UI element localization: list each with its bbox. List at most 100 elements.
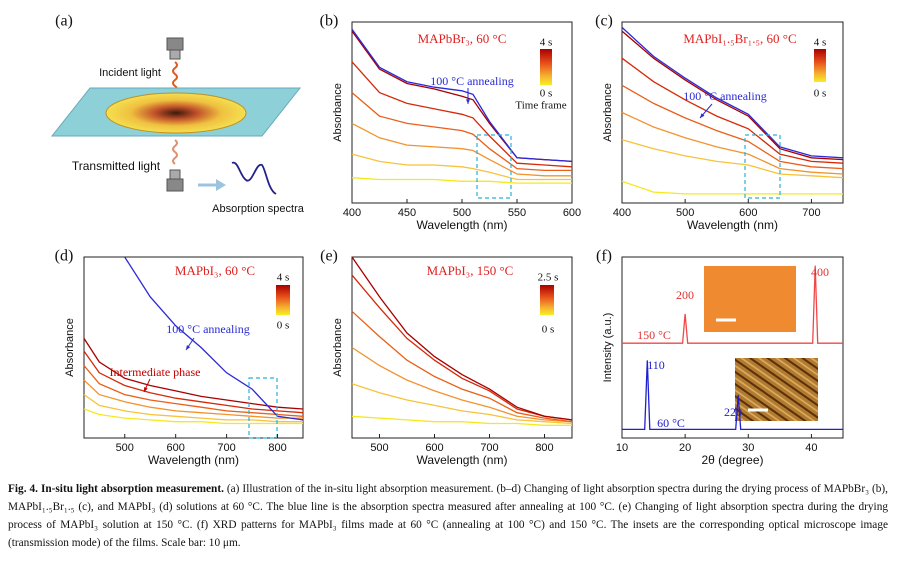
x-tick-label: 500 — [116, 442, 134, 454]
annotation: 110 — [647, 358, 665, 372]
diagram-label: Transmitted light — [72, 159, 161, 173]
series-line — [83, 350, 304, 414]
film — [105, 92, 247, 134]
panel-label: (b) — [320, 13, 339, 30]
annotation: 400 — [811, 265, 829, 279]
x-tick-label: 500 — [370, 442, 388, 454]
x-tick-label: 10 — [616, 442, 628, 454]
highlight-box — [476, 134, 512, 199]
series-line — [351, 383, 573, 425]
chart-title: MAPbBr₃, 60 °C — [418, 31, 507, 46]
arrow-head — [700, 113, 705, 118]
series-line — [621, 111, 844, 175]
colorbar — [540, 285, 554, 315]
x-axis-label: Wavelength (nm) — [687, 218, 778, 232]
y-axis-label: Absorbance — [332, 318, 344, 377]
series-line — [621, 57, 844, 164]
colorbar-label: 0 s — [814, 88, 827, 100]
series-line — [621, 139, 844, 179]
colorbar-label: 4 s — [277, 272, 290, 284]
arrow-head — [144, 387, 148, 392]
y-axis-label: Absorbance — [332, 83, 344, 142]
x-tick-label: 500 — [676, 207, 694, 219]
series-line — [351, 415, 572, 426]
caption-text: (a) Illustration of the in-situ light ab… — [8, 483, 889, 549]
x-axis-label: Wavelength (nm) — [148, 453, 239, 467]
colorbar — [540, 49, 552, 85]
series-line — [622, 360, 843, 431]
plot-frame — [621, 256, 844, 439]
series-line — [351, 310, 573, 423]
caption-label: Fig. 4. In-situ light absorption measure… — [8, 483, 224, 495]
colorbar-label: 4 s — [540, 37, 553, 49]
arrow-head — [216, 179, 226, 191]
colorbar-title: Time frame — [515, 100, 566, 112]
series-line — [621, 26, 844, 159]
series-line — [83, 338, 304, 410]
panel-label: (f) — [596, 248, 612, 265]
colorbar — [276, 285, 290, 315]
series-line — [351, 153, 572, 181]
incident-wave — [172, 61, 178, 93]
series-line — [351, 177, 572, 184]
x-axis-label: 2θ (degree) — [701, 453, 763, 467]
panel-label: (a) — [55, 13, 73, 30]
panel-label: (c) — [595, 13, 613, 30]
series-line — [351, 274, 573, 421]
spectrum-icon — [231, 161, 277, 195]
series-line — [351, 61, 573, 168]
chart-title: MAPbI₃, 60 °C — [175, 263, 255, 278]
diagram: (a) Incident light Transmitted light Abs… — [50, 13, 305, 215]
series-line — [83, 365, 304, 417]
x-tick-label: 600 — [739, 207, 757, 219]
highlight-box — [744, 134, 781, 199]
detector-base — [166, 178, 184, 192]
panel-label: (d) — [55, 248, 74, 265]
panel-label: (e) — [320, 248, 338, 265]
y-axis-label: Absorbance — [64, 318, 76, 377]
source-cap — [166, 37, 184, 51]
colorbar-label: 0 s — [277, 320, 290, 332]
x-tick-label: 450 — [398, 207, 416, 219]
y-axis-label: Intensity (a.u.) — [602, 313, 614, 383]
arrow-head — [186, 345, 191, 350]
x-tick-label: 600 — [563, 207, 581, 219]
caption: Fig. 4. In-situ light absorption measure… — [8, 480, 888, 552]
highlight-box — [248, 377, 278, 439]
series-line — [622, 265, 843, 344]
series-line — [621, 30, 844, 161]
series-line — [83, 379, 303, 419]
x-axis-label: Wavelength (nm) — [417, 218, 508, 232]
x-tick-label: 30 — [742, 442, 754, 454]
x-tick-label: 20 — [679, 442, 691, 454]
colorbar — [814, 49, 826, 82]
series-line — [83, 408, 303, 425]
x-tick-label: 400 — [613, 207, 631, 219]
series-line — [351, 346, 573, 423]
annotation: 200 — [676, 288, 694, 302]
annotation: 220 — [724, 405, 742, 419]
chart-title: MAPbI₁.₅Br₁.₅, 60 °C — [683, 31, 796, 46]
series-line — [351, 256, 573, 421]
colorbar-label: 2.5 s — [538, 272, 559, 284]
x-tick-label: 800 — [535, 442, 553, 454]
x-tick-label: 700 — [802, 207, 820, 219]
transmitted-wave — [172, 139, 178, 165]
inset-image — [704, 266, 796, 332]
x-tick-label: 400 — [343, 207, 361, 219]
source — [169, 49, 181, 60]
annotation: 150 °C — [637, 328, 671, 342]
series-line — [351, 122, 572, 177]
x-tick-label: 550 — [508, 207, 526, 219]
diagram-label: Incident light — [99, 67, 161, 79]
chart-title: MAPbI₃, 150 °C — [427, 263, 514, 278]
x-axis-label: Wavelength (nm) — [417, 453, 508, 467]
y-axis-label: Absorbance — [602, 83, 614, 142]
annotation: Intermediate phase — [110, 365, 201, 379]
x-tick-label: 500 — [453, 207, 471, 219]
annotation: 60 °C — [657, 416, 685, 430]
inset-image — [735, 358, 818, 421]
plot-frame — [83, 256, 304, 439]
series-line — [83, 394, 303, 423]
